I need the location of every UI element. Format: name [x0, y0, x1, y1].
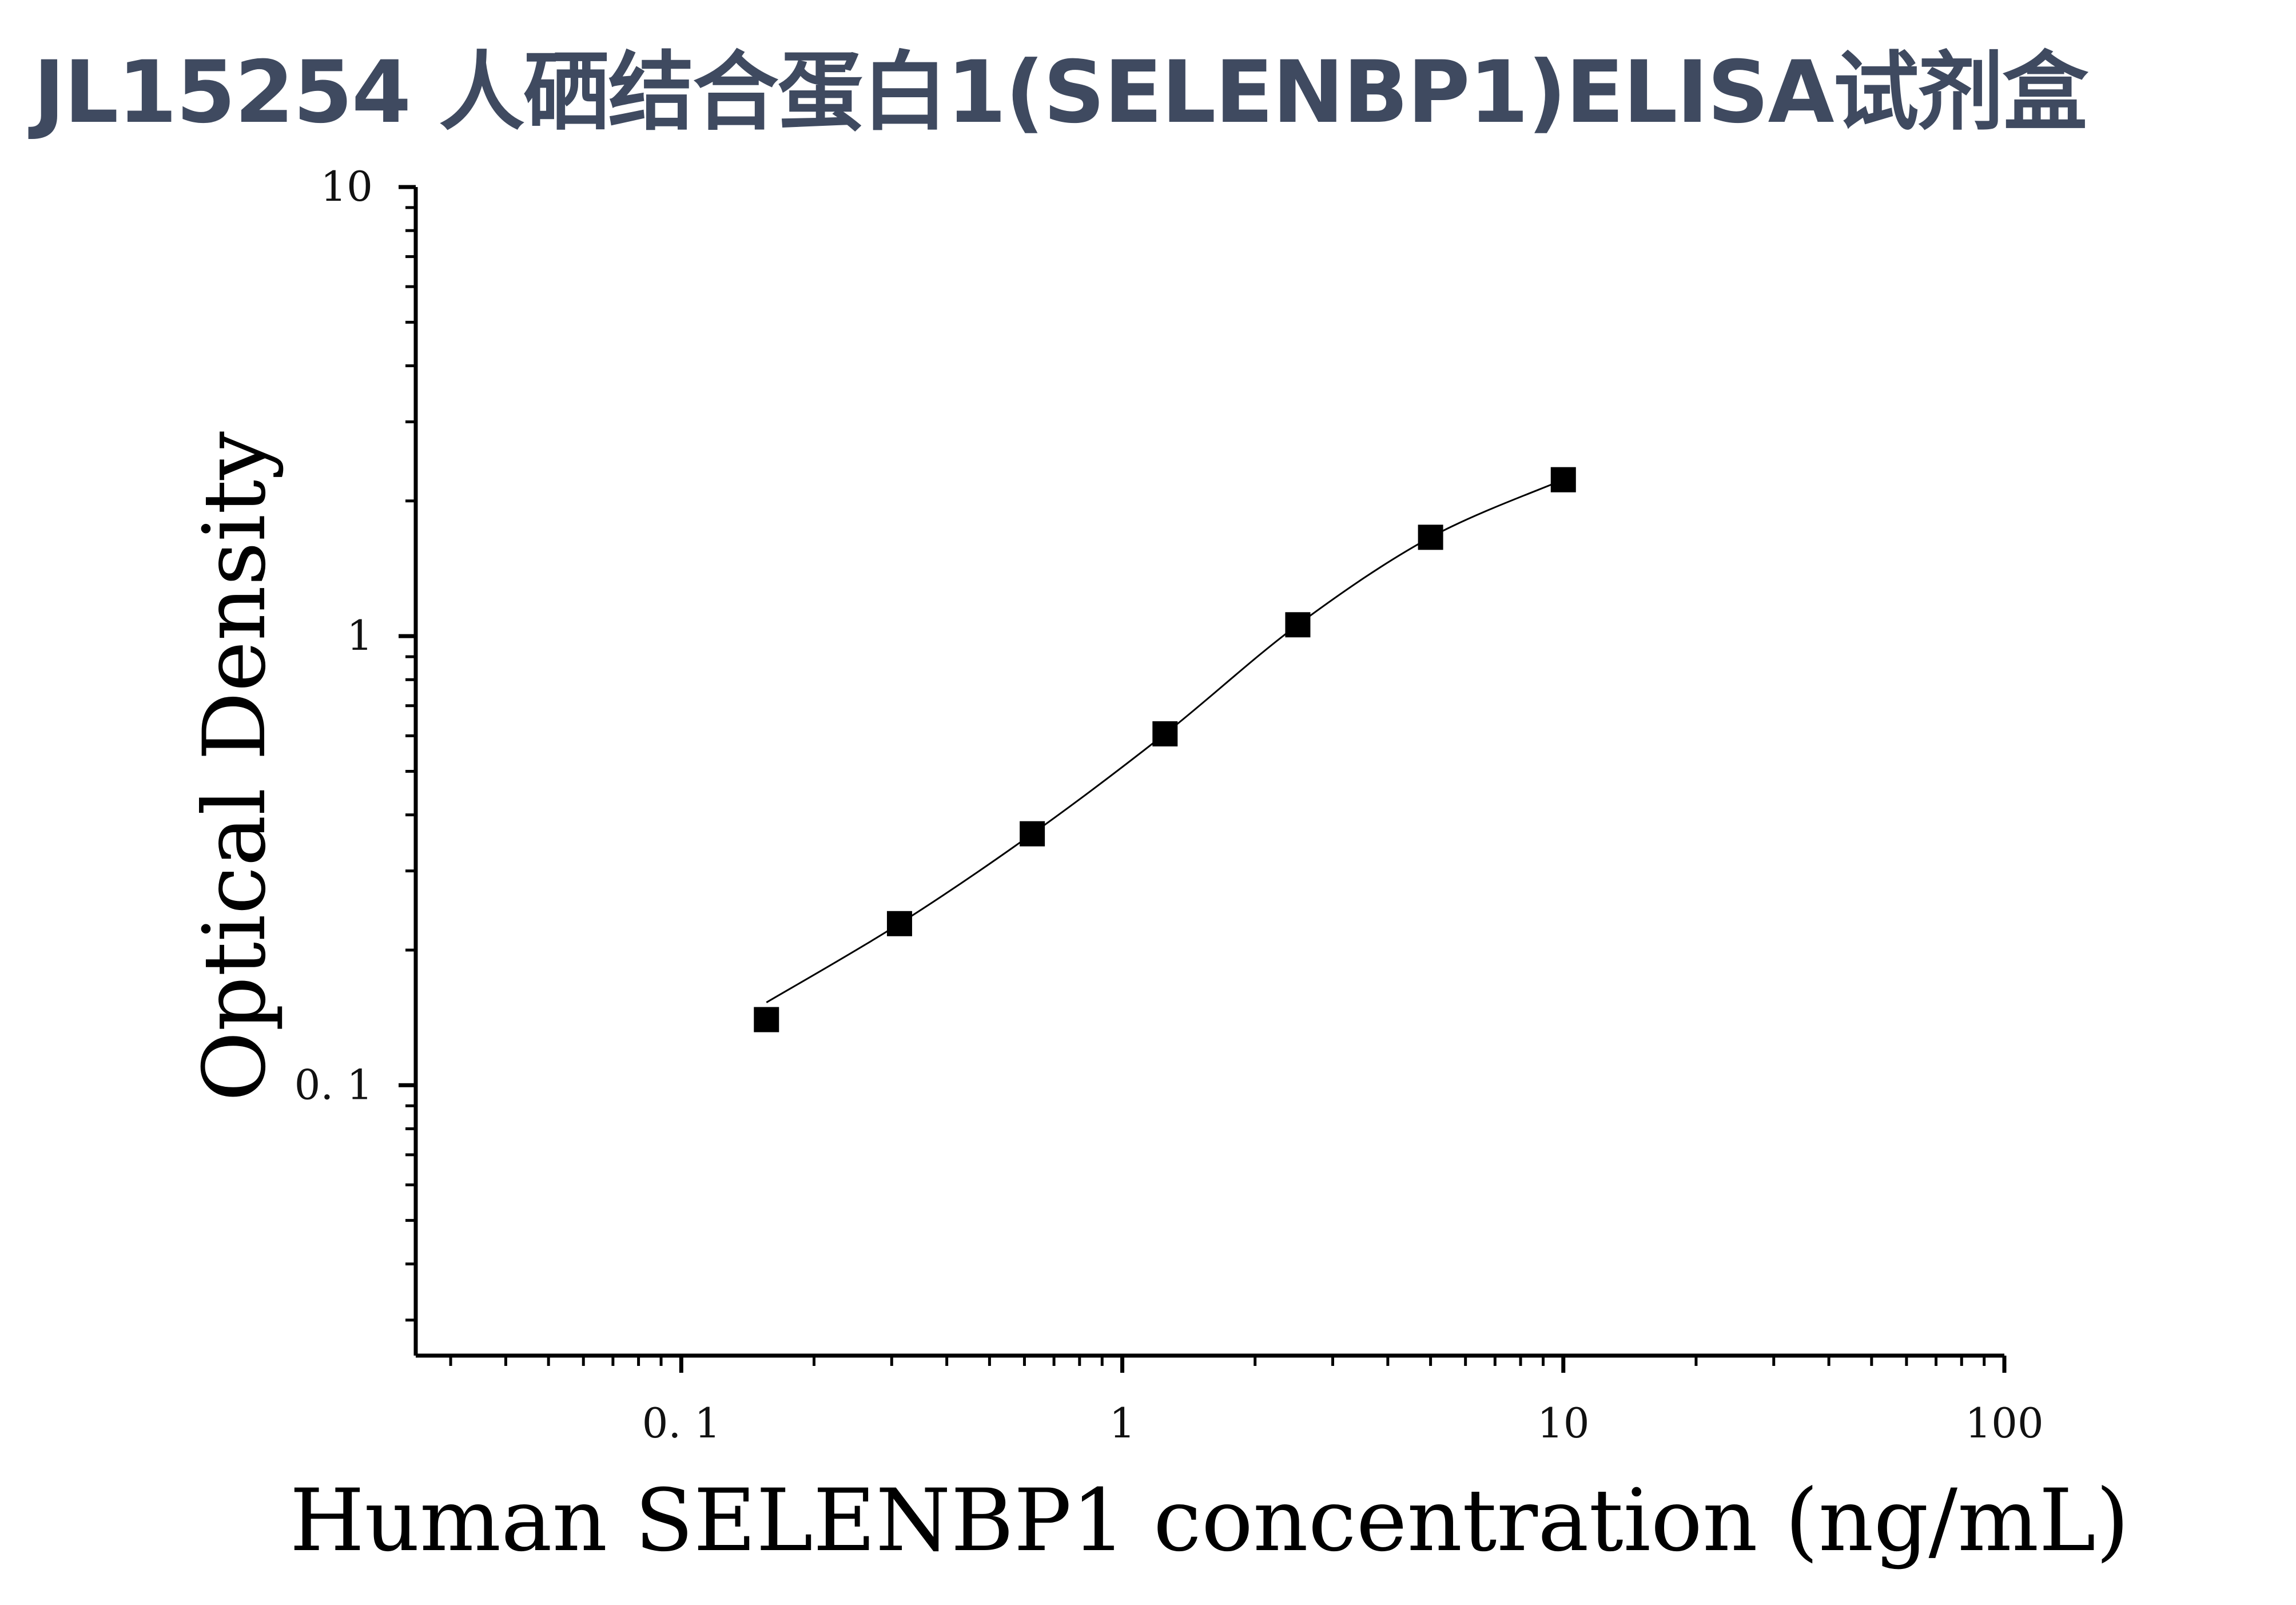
y-axis-title: Optical Density	[185, 431, 285, 1102]
x-tick-label: 0. 1	[642, 1399, 721, 1447]
x-tick-label: 1	[1109, 1399, 1136, 1447]
data-point	[1550, 467, 1576, 492]
x-tick-label: 100	[1965, 1399, 2043, 1447]
data-point	[1020, 821, 1045, 847]
y-tick-label: 1	[347, 611, 373, 660]
page-title: JL15254 人硒结合蛋白1(SELENBP1)ELISA试剂盒	[33, 43, 2088, 142]
axis-tick-labels: 0. 1 1 10 100 0. 1 1 10	[295, 162, 2044, 1447]
x-tick-label: 10	[1537, 1399, 1590, 1447]
y-tick-label: 10	[320, 162, 373, 210]
data-point	[754, 1007, 779, 1032]
x-axis-title: Human SELENBP1 concentration (ng/mL)	[290, 1471, 2130, 1571]
data-point	[1285, 612, 1311, 638]
axis-ticks	[399, 185, 2007, 1373]
data-point	[886, 911, 912, 936]
data-point	[1152, 721, 1178, 746]
data-points	[754, 467, 1576, 1032]
y-tick-label: 0. 1	[295, 1060, 373, 1109]
axes	[413, 187, 2004, 1358]
data-point	[1418, 525, 1443, 550]
